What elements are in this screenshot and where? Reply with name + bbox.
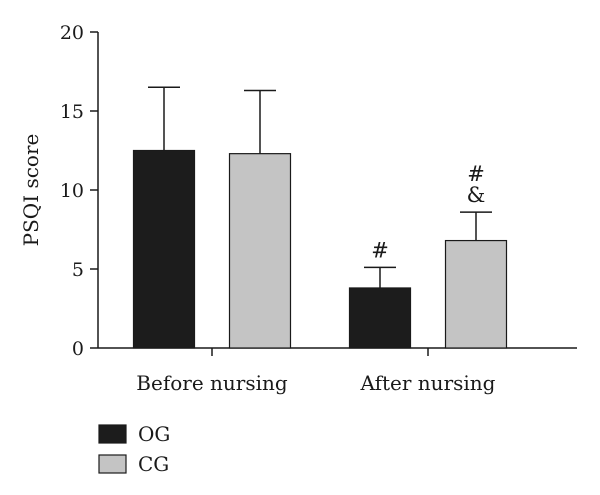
legend-label: CG — [138, 452, 169, 476]
bar-og — [132, 149, 196, 349]
y-tick-label: 0 — [72, 338, 84, 360]
y-axis-title: PSQI score — [19, 134, 43, 247]
significance-marker: & — [467, 183, 486, 207]
bars — [132, 86, 508, 349]
significance-marker: # — [371, 238, 389, 262]
significance-marker: # — [467, 162, 485, 186]
x-axis: Before nursing After nursing — [98, 347, 577, 395]
y-tick-label: 5 — [72, 259, 84, 281]
bar-cg — [228, 153, 292, 349]
y-tick-label: 20 — [60, 22, 84, 44]
x-ticks: Before nursing After nursing — [136, 348, 496, 395]
y-tick-label: 10 — [60, 180, 84, 202]
legend-label: OG — [138, 422, 170, 446]
legend-swatch-og — [98, 424, 127, 444]
bar-og — [348, 287, 412, 349]
y-ticks: 0 5 10 15 20 — [60, 22, 98, 360]
bar-cg — [444, 239, 508, 349]
legend-swatch-cg — [98, 454, 127, 474]
y-tick-label: 15 — [60, 101, 84, 123]
annotations: ##& — [371, 162, 485, 262]
y-axis: 0 5 10 15 20 PSQI score — [19, 22, 99, 360]
x-tick-label: After nursing — [360, 371, 496, 395]
x-tick-label: Before nursing — [136, 371, 288, 395]
legend: OG CG — [98, 422, 170, 476]
